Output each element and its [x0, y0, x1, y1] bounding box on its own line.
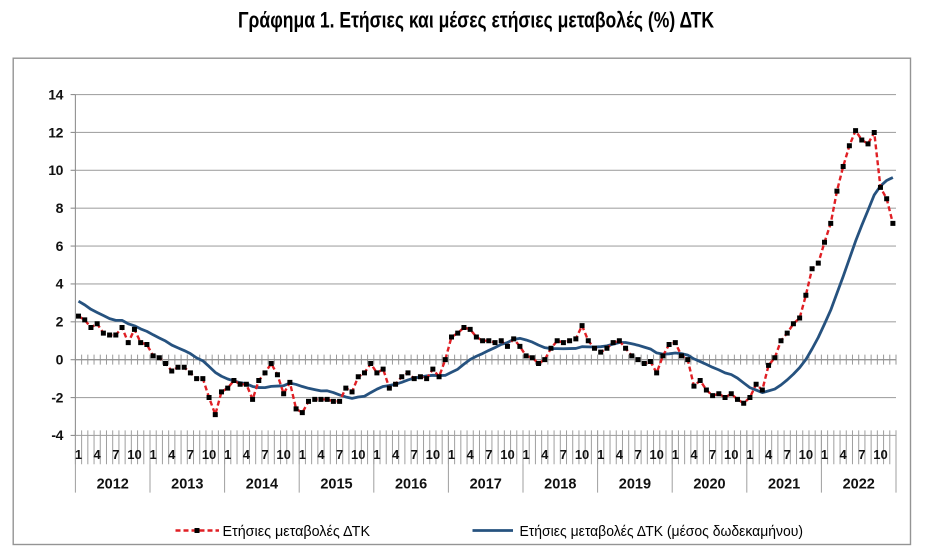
- svg-text:4: 4: [392, 447, 400, 462]
- svg-text:10: 10: [649, 447, 663, 462]
- svg-text:2021: 2021: [768, 477, 800, 493]
- svg-text:-2: -2: [51, 389, 63, 405]
- svg-text:1: 1: [373, 447, 380, 462]
- svg-text:Ετήσιες μεταβολές ΔΤΚ (μέσος δ: Ετήσιες μεταβολές ΔΤΚ (μέσος δωδεκαμήνου…: [520, 523, 804, 540]
- svg-text:7: 7: [709, 447, 716, 462]
- svg-text:8: 8: [56, 200, 64, 216]
- svg-text:1: 1: [75, 447, 82, 462]
- svg-text:10: 10: [351, 447, 365, 462]
- svg-text:10: 10: [426, 447, 440, 462]
- svg-text:1: 1: [299, 447, 306, 462]
- svg-text:1: 1: [149, 447, 156, 462]
- svg-text:10: 10: [202, 447, 216, 462]
- svg-text:2016: 2016: [395, 477, 427, 493]
- svg-text:2: 2: [56, 314, 64, 330]
- svg-text:2012: 2012: [97, 477, 129, 493]
- svg-text:10: 10: [276, 447, 290, 462]
- svg-text:4: 4: [616, 447, 624, 462]
- svg-text:1: 1: [672, 447, 679, 462]
- svg-text:2017: 2017: [470, 477, 502, 493]
- svg-text:1: 1: [448, 447, 455, 462]
- svg-text:2018: 2018: [544, 477, 576, 493]
- svg-text:0: 0: [56, 351, 64, 367]
- svg-text:2015: 2015: [320, 477, 352, 493]
- svg-text:4: 4: [690, 447, 698, 462]
- svg-text:7: 7: [784, 447, 791, 462]
- svg-text:10: 10: [500, 447, 514, 462]
- svg-text:6: 6: [56, 238, 64, 254]
- svg-text:10: 10: [575, 447, 589, 462]
- svg-text:10: 10: [799, 447, 813, 462]
- svg-text:7: 7: [485, 447, 492, 462]
- svg-text:2019: 2019: [619, 477, 651, 493]
- svg-text:7: 7: [187, 447, 194, 462]
- svg-text:4: 4: [317, 447, 325, 462]
- svg-text:10: 10: [873, 447, 887, 462]
- svg-text:1: 1: [224, 447, 231, 462]
- svg-text:1: 1: [522, 447, 529, 462]
- svg-text:4: 4: [94, 447, 102, 462]
- svg-text:7: 7: [411, 447, 418, 462]
- svg-text:4: 4: [56, 276, 64, 292]
- svg-text:Ετήσιες μεταβολές ΔΤΚ: Ετήσιες μεταβολές ΔΤΚ: [223, 523, 371, 540]
- svg-text:1: 1: [746, 447, 753, 462]
- svg-text:Γράφημα 1. Ετήσιες και μέσες ε: Γράφημα 1. Ετήσιες και μέσες ετήσιες μετ…: [238, 8, 714, 33]
- svg-text:1: 1: [821, 447, 828, 462]
- svg-text:10: 10: [48, 162, 63, 178]
- svg-text:10: 10: [127, 447, 141, 462]
- svg-text:4: 4: [840, 447, 848, 462]
- svg-text:10: 10: [724, 447, 738, 462]
- svg-text:12: 12: [48, 124, 63, 140]
- svg-text:7: 7: [336, 447, 343, 462]
- svg-text:4: 4: [541, 447, 549, 462]
- svg-text:4: 4: [168, 447, 176, 462]
- svg-text:7: 7: [858, 447, 865, 462]
- svg-text:7: 7: [261, 447, 268, 462]
- svg-text:7: 7: [634, 447, 641, 462]
- svg-text:2020: 2020: [693, 477, 725, 493]
- svg-text:14: 14: [48, 86, 63, 102]
- svg-text:4: 4: [467, 447, 475, 462]
- svg-text:1: 1: [597, 447, 604, 462]
- svg-text:-4: -4: [51, 427, 63, 443]
- svg-text:7: 7: [112, 447, 119, 462]
- svg-text:7: 7: [560, 447, 567, 462]
- svg-text:4: 4: [765, 447, 773, 462]
- svg-text:2013: 2013: [171, 477, 203, 493]
- svg-text:4: 4: [243, 447, 251, 462]
- svg-text:2014: 2014: [246, 477, 278, 493]
- svg-text:2022: 2022: [843, 477, 875, 493]
